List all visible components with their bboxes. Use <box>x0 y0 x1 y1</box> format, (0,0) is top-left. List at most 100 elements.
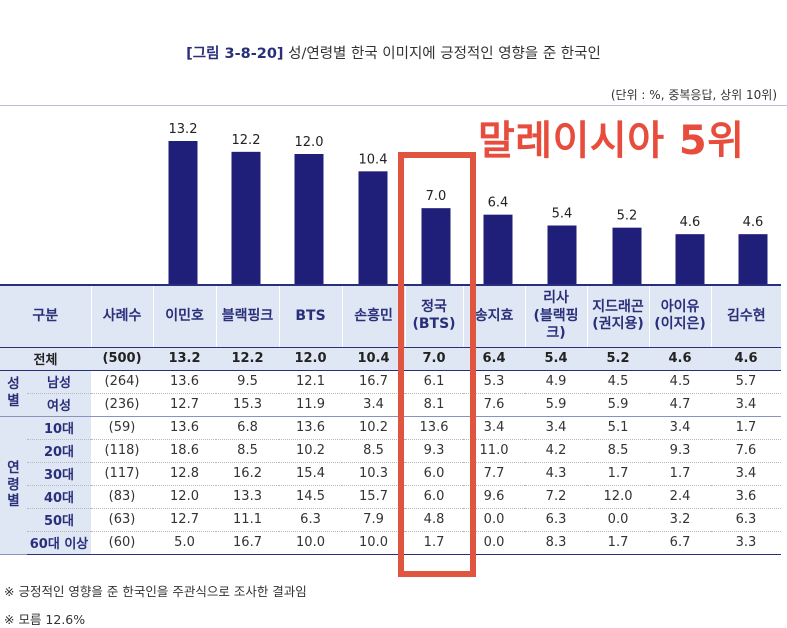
table-row: 50대 (63) 12.7 11.1 6.3 7.9 4.8 0.0 6.3 0.0 3.2 6.3 <box>0 508 781 532</box>
bar-3 <box>358 171 388 284</box>
cell-value: 12.8 <box>153 462 217 486</box>
cell-value: 9.6 <box>463 485 526 509</box>
cell-value: 6.8 <box>216 416 280 440</box>
bar-6 <box>547 225 577 284</box>
bar-0 <box>168 141 198 284</box>
cell-value: 0.0 <box>463 531 526 555</box>
cell-value: 5.2 <box>587 347 650 371</box>
bar-8 <box>675 234 705 284</box>
bar-9 <box>738 234 768 284</box>
cell-value: 12.1 <box>279 370 343 394</box>
table-row: 전체 (500) 13.2 12.2 12.0 10.4 7.0 6.4 5.4 5.2 4.6 4.… <box>0 347 781 371</box>
cell-value: 9.5 <box>216 370 280 394</box>
table-row: 연 령 별 10대 (59) 13.6 6.8 13.6 10.2 13.6 3.4 3.4 5.1 3.… <box>0 416 781 555</box>
bar-label-5: 6.4 <box>488 196 509 211</box>
cell-value: 6.1 <box>405 370 464 394</box>
cell-value: 4.8 <box>405 508 464 532</box>
cell-value: 11.0 <box>463 439 526 463</box>
cell-value: 6.0 <box>405 462 464 486</box>
cell-value: 9.3 <box>649 439 712 463</box>
cell-value: 12.0 <box>153 485 217 509</box>
row-n: (63) <box>91 508 154 532</box>
cell-value: 1.7 <box>587 531 650 555</box>
cell-value: 12.0 <box>279 347 343 371</box>
cell-value: 0.0 <box>463 508 526 532</box>
cell-value: 13.6 <box>405 416 464 440</box>
cell-value: 6.0 <box>405 485 464 509</box>
footnote-method: ※ 긍정적인 영향을 준 한국인을 주관식으로 조사한 결과임 <box>4 584 307 599</box>
row-label-total: 전체 <box>0 347 92 371</box>
cell-value: 4.6 <box>649 347 712 371</box>
cell-value: 8.3 <box>525 531 588 555</box>
cell-value: 14.5 <box>279 485 343 509</box>
cell-value: 3.2 <box>649 508 712 532</box>
bar-label-3: 10.4 <box>359 152 388 167</box>
cell-value: 3.4 <box>711 462 781 486</box>
cell-value: 4.9 <box>525 370 588 394</box>
row-n: (118) <box>91 439 154 463</box>
header-3: 블랙핑크 <box>216 284 280 348</box>
cell-value: 1.7 <box>711 416 781 440</box>
row-n: (117) <box>91 462 154 486</box>
row-label: 50대 <box>27 508 92 532</box>
header-4: BTS <box>279 284 343 348</box>
data-table: 구분 사례수 이민호 블랙핑크 BTS 손흥민 정국 (BTS) 송지효 리사 (블랙핑크) 지드래곤… <box>0 284 781 555</box>
cell-value: 3.4 <box>525 416 588 440</box>
row-n: (83) <box>91 485 154 509</box>
cell-value: 5.0 <box>153 531 217 555</box>
cell-value: 4.6 <box>711 347 781 371</box>
figure-title-text: 성/연령별 한국 이미지에 긍정적인 영향을 준 한국인 <box>288 46 601 62</box>
cell-value: 13.3 <box>216 485 280 509</box>
cell-value: 8.5 <box>587 439 650 463</box>
table-row: 여성 (236) 12.7 15.3 11.9 3.4 8.1 7.6 5.9 5.9 4.7 3.4 <box>0 393 781 417</box>
table-row: 성 별 남성 (264) 13.6 9.5 12.1 16.7 6.1 5.3 4.9 4.5 4.5 5… <box>0 370 781 417</box>
bar-4 <box>421 208 451 284</box>
header-8: 리사 (블랙핑크) <box>525 284 588 348</box>
bar-label-9: 4.6 <box>743 215 764 230</box>
header-2: 이민호 <box>153 284 217 348</box>
cell-value: 4.7 <box>649 393 712 417</box>
bar-5 <box>483 214 513 284</box>
bar-2 <box>294 154 324 284</box>
header-0: 구분 <box>0 284 92 348</box>
bar-label-1: 12.2 <box>232 133 261 148</box>
bar-label-8: 4.6 <box>680 215 701 230</box>
bar-label-4: 7.0 <box>426 189 447 204</box>
cell-value: 12.2 <box>216 347 280 371</box>
cell-value: 5.9 <box>525 393 588 417</box>
bar-1 <box>231 151 261 284</box>
cell-value: 5.4 <box>525 347 588 371</box>
row-n: (500) <box>91 347 154 371</box>
cell-value: 18.6 <box>153 439 217 463</box>
header-10: 아이유 (이지은) <box>649 284 712 348</box>
row-label: 30대 <box>27 462 92 486</box>
bar-label-7: 5.2 <box>617 209 638 224</box>
cell-value: 4.5 <box>649 370 712 394</box>
cell-value: 5.3 <box>463 370 526 394</box>
header-6: 정국 (BTS) <box>405 284 464 348</box>
cell-value: 15.3 <box>216 393 280 417</box>
cell-value: 8.1 <box>405 393 464 417</box>
cell-value: 10.0 <box>342 531 406 555</box>
row-label: 60대 이상 <box>27 531 92 555</box>
cell-value: 6.3 <box>525 508 588 532</box>
header-9: 지드래곤 (권지용) <box>587 284 650 348</box>
bar-label-2: 12.0 <box>295 135 324 150</box>
cell-value: 1.7 <box>405 531 464 555</box>
cell-value: 7.2 <box>525 485 588 509</box>
cell-value: 16.7 <box>216 531 280 555</box>
cell-value: 7.6 <box>711 439 781 463</box>
row-n: (60) <box>91 531 154 555</box>
cell-value: 3.4 <box>711 393 781 417</box>
cell-value: 6.4 <box>463 347 526 371</box>
cell-value: 13.6 <box>153 416 217 440</box>
cell-value: 5.9 <box>587 393 650 417</box>
cell-value: 2.4 <box>649 485 712 509</box>
cell-value: 10.3 <box>342 462 406 486</box>
cell-value: 5.1 <box>587 416 650 440</box>
cell-value: 10.4 <box>342 347 406 371</box>
table-row: 40대 (83) 12.0 13.3 14.5 15.7 6.0 9.6 7.2 12.0 2.4 3… <box>0 485 781 509</box>
cell-value: 13.2 <box>153 347 217 371</box>
header-5: 손흥민 <box>342 284 406 348</box>
cell-value: 3.4 <box>342 393 406 417</box>
